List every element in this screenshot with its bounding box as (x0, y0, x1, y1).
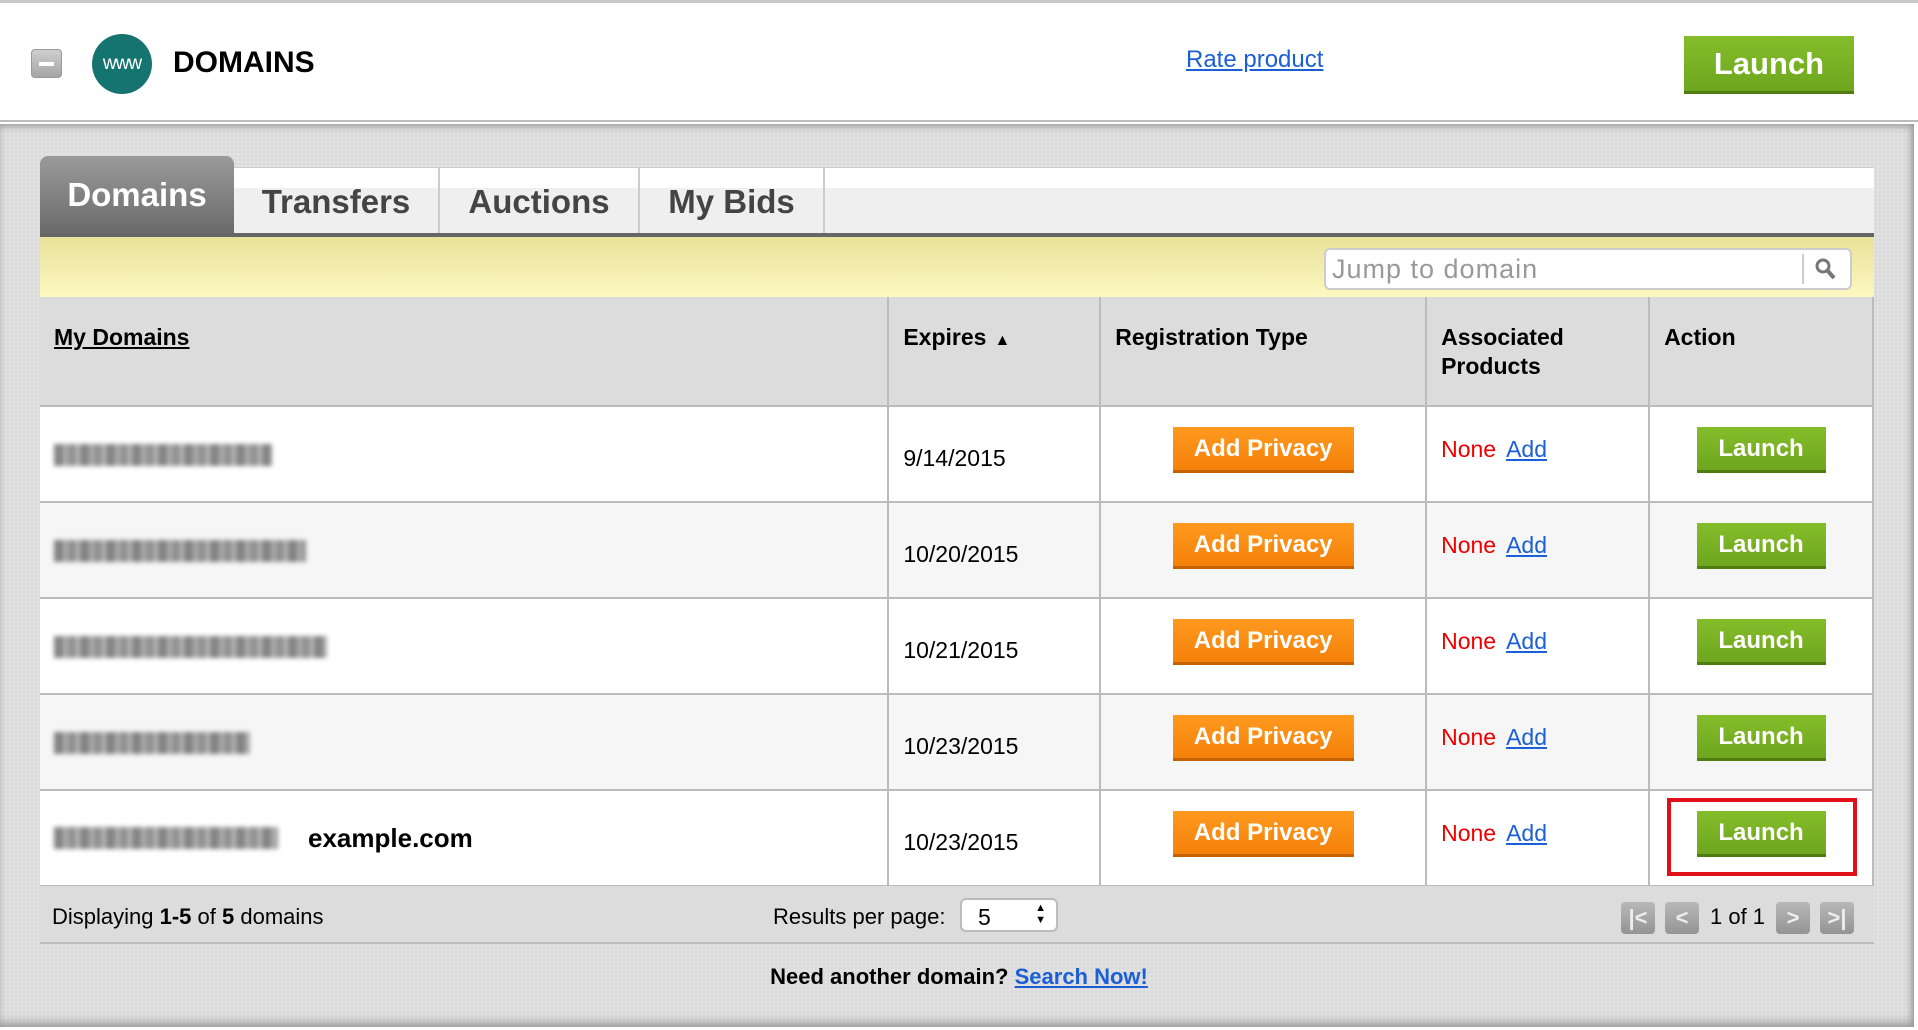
expires-date: 10/21/2015 (903, 636, 1019, 663)
expires-date: 9/14/2015 (903, 444, 1006, 471)
first-page-icon[interactable]: |< (1621, 902, 1655, 934)
table-row: 10/21/2015 Add Privacy None Add Launch (40, 598, 1874, 695)
need-another-domain: Need another domain? Search Now! (770, 964, 1148, 989)
results-per-page-label: Results per page: (773, 904, 946, 929)
col-my-domains[interactable]: My Domains (40, 297, 890, 407)
launch-button-header[interactable]: Launch (1684, 36, 1854, 94)
add-product-link[interactable]: Add (1506, 531, 1548, 558)
redacted-domain[interactable] (54, 540, 306, 563)
collapse-icon[interactable] (31, 49, 62, 78)
tab-transfers[interactable]: Transfers (234, 168, 440, 235)
highlight-box (1667, 798, 1857, 876)
launch-button[interactable]: Launch (1696, 427, 1826, 473)
redacted-domain[interactable] (54, 444, 272, 467)
expires-date: 10/23/2015 (903, 828, 1019, 855)
select-arrows-icon: ▲ ▼ (1035, 902, 1046, 926)
add-privacy-button[interactable]: Add Privacy (1172, 811, 1354, 857)
col-associated-products: Associated Products (1426, 297, 1651, 407)
display-count: Displaying 1-5 of 5 domains (52, 904, 324, 929)
products-value: None (1441, 531, 1497, 558)
products-value: None (1441, 435, 1497, 462)
jump-to-domain-field (1324, 248, 1852, 290)
add-privacy-button[interactable]: Add Privacy (1172, 619, 1354, 665)
search-now-link[interactable]: Search Now! (1014, 964, 1148, 989)
table-row: 9/14/2015 Add Privacy None Add Launch (40, 406, 1874, 503)
tab-auctions[interactable]: Auctions (440, 168, 640, 235)
page-info: 1 of 1 (1710, 904, 1766, 929)
rate-product-link[interactable]: Rate product (1186, 46, 1324, 73)
add-privacy-button[interactable]: Add Privacy (1172, 715, 1354, 761)
jump-to-domain-input[interactable] (1332, 254, 1792, 284)
table-row: 10/20/2015 Add Privacy None Add Launch (40, 502, 1874, 599)
redacted-domain[interactable] (54, 732, 250, 755)
expires-date: 10/20/2015 (903, 540, 1019, 567)
next-page-icon[interactable]: > (1776, 902, 1810, 934)
header (0, 3, 1918, 122)
add-product-link[interactable]: Add (1506, 819, 1548, 846)
add-privacy-button[interactable]: Add Privacy (1172, 427, 1354, 473)
launch-button[interactable]: Launch (1696, 811, 1826, 857)
tab-bar: Transfers Auctions My Bids (40, 167, 1874, 235)
expires-date: 10/23/2015 (903, 732, 1019, 759)
launch-button[interactable]: Launch (1696, 523, 1826, 569)
products-value: None (1441, 627, 1497, 654)
top-border (0, 0, 1918, 3)
add-product-link[interactable]: Add (1506, 435, 1548, 462)
results-per-page-select[interactable]: 5 ▲ ▼ (960, 898, 1058, 932)
table-header: My Domains Expires ▲ Registration Type As… (40, 297, 1874, 407)
redacted-domain[interactable] (54, 827, 278, 849)
products-value: None (1441, 723, 1497, 750)
col-expires[interactable]: Expires ▲ (888, 297, 1102, 407)
domains-table: My Domains Expires ▲ Registration Type As… (40, 297, 1874, 887)
domain-label: example.com (308, 822, 473, 853)
add-product-link[interactable]: Add (1506, 627, 1548, 654)
launch-button[interactable]: Launch (1696, 715, 1826, 761)
page-title: DOMAINS (173, 46, 315, 79)
search-icon[interactable] (1802, 254, 1844, 284)
redacted-domain[interactable] (54, 636, 327, 659)
tab-underline (40, 233, 1874, 237)
last-page-icon[interactable]: >| (1820, 902, 1854, 934)
tab-domains[interactable]: Domains (40, 156, 234, 234)
col-registration-type: Registration Type (1100, 297, 1428, 407)
prev-page-icon[interactable]: < (1665, 902, 1699, 934)
products-value: None (1441, 819, 1497, 846)
www-logo-icon: www (92, 34, 152, 94)
launch-button[interactable]: Launch (1696, 619, 1826, 665)
add-privacy-button[interactable]: Add Privacy (1172, 523, 1354, 569)
col-action: Action (1649, 297, 1874, 407)
table-row: 10/23/2015 Add Privacy None Add Launch (40, 694, 1874, 791)
add-product-link[interactable]: Add (1506, 723, 1548, 750)
table-row: example.com 10/23/2015 Add Privacy None A… (40, 790, 1874, 887)
sort-asc-icon: ▲ (994, 332, 1011, 349)
tab-my-bids[interactable]: My Bids (640, 168, 825, 235)
table-footer: Displaying 1-5 of 5 domains Results per … (40, 886, 1874, 944)
